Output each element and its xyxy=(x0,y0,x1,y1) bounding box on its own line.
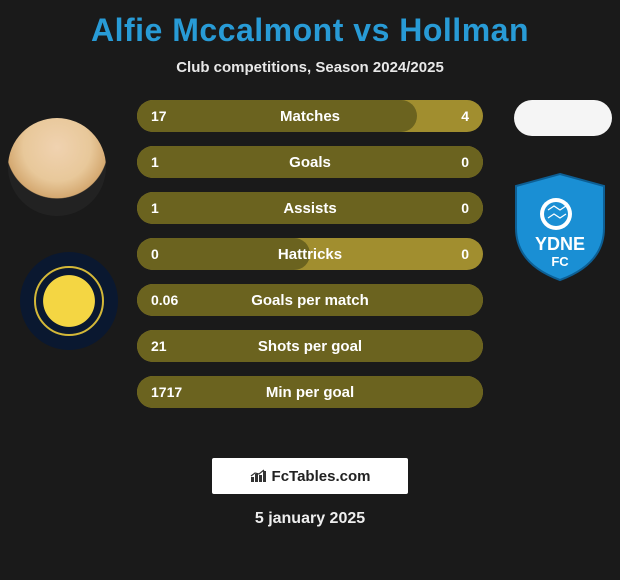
stat-left-value: 1 xyxy=(151,154,159,170)
stat-bars: 17 Matches 4 1 Goals 0 1 Assists 0 0 Hattricks 0 0.0… xyxy=(137,100,483,408)
brand-text: FcTables.com xyxy=(272,468,371,485)
player2-club-badge: YDNE FC xyxy=(512,172,608,282)
stat-label: Matches xyxy=(280,108,340,125)
player1-avatar xyxy=(8,118,106,216)
stat-left-value: 17 xyxy=(151,108,167,124)
stat-right-value: 0 xyxy=(461,246,469,262)
stat-row: 21 Shots per goal xyxy=(137,330,483,362)
stat-label: Assists xyxy=(283,200,336,217)
stat-row: 0.06 Goals per match xyxy=(137,284,483,316)
stat-row: 0 Hattricks 0 xyxy=(137,238,483,270)
stat-label: Min per goal xyxy=(266,384,354,401)
stat-label: Goals xyxy=(289,154,331,171)
stat-fill xyxy=(137,100,417,132)
date-text: 5 january 2025 xyxy=(0,510,620,528)
stat-right-value: 0 xyxy=(461,154,469,170)
vs-text: vs xyxy=(353,12,390,48)
shield-subtext: FC xyxy=(551,254,569,269)
stat-label: Hattricks xyxy=(278,246,342,263)
comparison-content: YDNE FC 17 Matches 4 1 Goals 0 1 Assists 0 0 Hattr… xyxy=(0,100,620,440)
stat-left-value: 1 xyxy=(151,200,159,216)
page-title: Alfie Mccalmont vs Hollman xyxy=(0,0,620,49)
stat-left-value: 21 xyxy=(151,338,167,354)
subtitle: Club competitions, Season 2024/2025 xyxy=(0,59,620,76)
stat-row: 1717 Min per goal xyxy=(137,376,483,408)
player2-name: Hollman xyxy=(399,12,529,48)
stat-right-value: 4 xyxy=(461,108,469,124)
shield-text: YDNE xyxy=(535,234,585,254)
stat-left-value: 1717 xyxy=(151,384,182,400)
player1-name: Alfie Mccalmont xyxy=(91,12,344,48)
mariners-badge-inner xyxy=(34,266,104,336)
stat-row: 1 Goals 0 xyxy=(137,146,483,178)
stat-left-value: 0 xyxy=(151,246,159,262)
sydney-fc-shield-icon: YDNE FC xyxy=(512,172,608,282)
chart-icon xyxy=(250,469,268,483)
stat-label: Goals per match xyxy=(251,292,369,309)
player2-avatar xyxy=(514,100,612,136)
player1-club-badge xyxy=(20,252,118,350)
stat-label: Shots per goal xyxy=(258,338,362,355)
stat-left-value: 0.06 xyxy=(151,292,178,308)
brand-badge[interactable]: FcTables.com xyxy=(212,458,408,494)
stat-row: 1 Assists 0 xyxy=(137,192,483,224)
stat-right-value: 0 xyxy=(461,200,469,216)
stat-row: 17 Matches 4 xyxy=(137,100,483,132)
